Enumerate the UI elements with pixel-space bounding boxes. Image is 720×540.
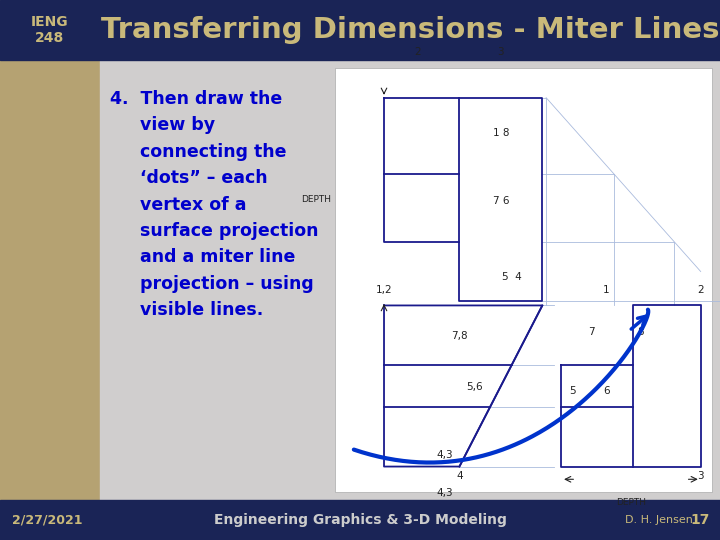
Text: 3: 3 — [498, 48, 504, 57]
Text: 1,2: 1,2 — [376, 285, 392, 295]
Text: 2: 2 — [415, 48, 421, 57]
Text: 6: 6 — [603, 387, 610, 396]
Text: 7 6: 7 6 — [492, 195, 509, 206]
Text: 5,6: 5,6 — [466, 382, 483, 392]
Text: 1 8: 1 8 — [492, 128, 509, 138]
Text: Transferring Dimensions - Miter Lines: Transferring Dimensions - Miter Lines — [101, 16, 719, 44]
Text: 7,8: 7,8 — [451, 332, 468, 341]
Bar — [335, 68, 712, 492]
Text: 5  4: 5 4 — [503, 272, 522, 282]
Text: 17: 17 — [690, 513, 710, 527]
Bar — [0, 0, 100, 540]
Bar — [0, 500, 720, 540]
Text: 4.  Then draw the
     view by
     connecting the
     ‘dots” – each
     verte: 4. Then draw the view by connecting the … — [110, 90, 318, 319]
Text: 1: 1 — [603, 285, 610, 295]
Bar — [0, 0, 720, 60]
Text: IENG
248: IENG 248 — [31, 15, 69, 45]
Bar — [100, 60, 720, 500]
Text: D. H. Jensen: D. H. Jensen — [625, 515, 693, 525]
Text: 4,3: 4,3 — [436, 488, 453, 498]
Text: DEPTH: DEPTH — [616, 498, 646, 507]
Text: 4,3: 4,3 — [436, 450, 453, 460]
Text: 2: 2 — [698, 285, 704, 295]
Text: 8: 8 — [637, 327, 644, 337]
Text: 3: 3 — [698, 471, 704, 481]
Text: 4: 4 — [456, 471, 463, 481]
Text: 7: 7 — [588, 327, 595, 337]
Text: 2/27/2021: 2/27/2021 — [12, 514, 83, 526]
Text: 5: 5 — [570, 387, 576, 396]
Text: Engineering Graphics & 3-D Modeling: Engineering Graphics & 3-D Modeling — [214, 513, 506, 527]
Text: DEPTH: DEPTH — [301, 195, 331, 204]
